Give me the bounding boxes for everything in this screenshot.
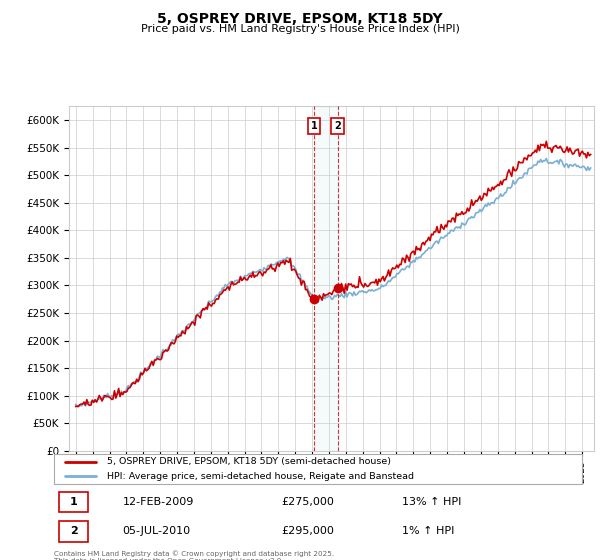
Text: £275,000: £275,000 <box>281 497 334 507</box>
Text: HPI: Average price, semi-detached house, Reigate and Banstead: HPI: Average price, semi-detached house,… <box>107 472 414 480</box>
Bar <box>314 106 338 451</box>
FancyBboxPatch shape <box>54 454 582 484</box>
Text: 2: 2 <box>70 526 77 536</box>
Text: 5, OSPREY DRIVE, EPSOM, KT18 5DY (semi-detached house): 5, OSPREY DRIVE, EPSOM, KT18 5DY (semi-d… <box>107 458 391 466</box>
Text: 13% ↑ HPI: 13% ↑ HPI <box>403 497 462 507</box>
Text: 5, OSPREY DRIVE, EPSOM, KT18 5DY: 5, OSPREY DRIVE, EPSOM, KT18 5DY <box>157 12 443 26</box>
Text: 05-JUL-2010: 05-JUL-2010 <box>122 526 191 536</box>
Text: £295,000: £295,000 <box>281 526 334 536</box>
Text: 1% ↑ HPI: 1% ↑ HPI <box>403 526 455 536</box>
FancyBboxPatch shape <box>59 492 88 512</box>
Text: 12-FEB-2009: 12-FEB-2009 <box>122 497 194 507</box>
Text: 1: 1 <box>311 121 317 130</box>
Text: 1: 1 <box>70 497 77 507</box>
Text: 2: 2 <box>334 121 341 130</box>
Text: Price paid vs. HM Land Registry's House Price Index (HPI): Price paid vs. HM Land Registry's House … <box>140 24 460 34</box>
Text: Contains HM Land Registry data © Crown copyright and database right 2025.
This d: Contains HM Land Registry data © Crown c… <box>54 550 334 560</box>
FancyBboxPatch shape <box>59 521 88 542</box>
